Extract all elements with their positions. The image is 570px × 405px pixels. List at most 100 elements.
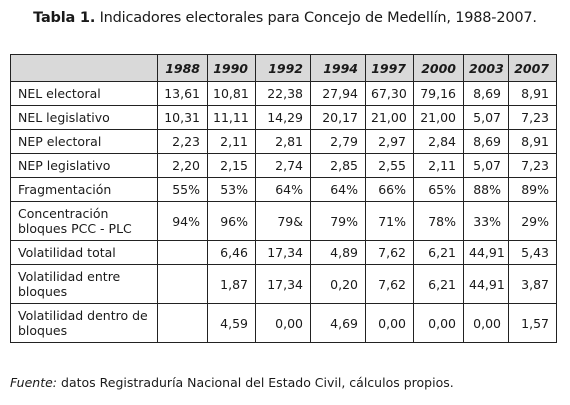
table-row: NEL electoral 13,61 10,81 22,38 27,94 67…	[10, 81, 557, 106]
row-label: NEP legislativo	[10, 153, 158, 178]
table-cell: 88%	[463, 177, 509, 202]
table-cell: 65%	[413, 177, 464, 202]
table-cell: 2,97	[365, 129, 414, 154]
footnote-text: datos Registraduría Nacional del Estado …	[61, 375, 454, 390]
electoral-indicators-table: 1988 1990 1992 1994 1997 2000 2003 2007 …	[10, 54, 557, 343]
table-cell: 6,46	[207, 240, 256, 265]
table-cell: 53%	[207, 177, 256, 202]
table-cell: 10,81	[207, 81, 256, 106]
row-label: NEL legislativo	[10, 105, 158, 130]
table-row: Concentración bloques PCC - PLC 94% 96% …	[10, 201, 557, 241]
table-cell: 2,23	[157, 129, 208, 154]
row-label: Volatilidad dentro de bloques	[10, 303, 158, 343]
year-header: 1997	[365, 54, 414, 82]
table-cell: 7,62	[365, 240, 414, 265]
table-cell: 20,17	[310, 105, 366, 130]
row-label: Concentración bloques PCC - PLC	[10, 201, 158, 241]
table-cell: 8,91	[508, 129, 557, 154]
table-cell: 79&	[255, 201, 311, 241]
table-cell: 21,00	[413, 105, 464, 130]
table-cell: 8,69	[463, 81, 509, 106]
table-cell: 66%	[365, 177, 414, 202]
table-cell: 29%	[508, 201, 557, 241]
table-cell: 6,21	[413, 264, 464, 304]
table-cell: 4,69	[310, 303, 366, 343]
table-cell: 55%	[157, 177, 208, 202]
table-cell: 0,00	[463, 303, 509, 343]
table-cell: 5,07	[463, 105, 509, 130]
table-cell	[157, 240, 208, 265]
table-cell: 5,43	[508, 240, 557, 265]
table-row: NEL legislativo 10,31 11,11 14,29 20,17 …	[10, 105, 557, 130]
caption-label: Tabla 1.	[33, 10, 96, 26]
year-header: 1992	[255, 54, 311, 82]
table-cell: 21,00	[365, 105, 414, 130]
table-cell: 27,94	[310, 81, 366, 106]
table-cell: 10,31	[157, 105, 208, 130]
table-cell: 7,62	[365, 264, 414, 304]
caption-text: Indicadores electorales para Concejo de …	[99, 10, 537, 26]
table-cell: 5,07	[463, 153, 509, 178]
table-row: NEP electoral 2,23 2,11 2,81 2,79 2,97 2…	[10, 129, 557, 154]
footnote-label: Fuente:	[10, 375, 58, 390]
table-cell: 2,20	[157, 153, 208, 178]
table-cell: 44,91	[463, 264, 509, 304]
table-cell: 22,38	[255, 81, 311, 106]
table-cell: 2,84	[413, 129, 464, 154]
table-cell: 0,00	[255, 303, 311, 343]
table-cell: 0,00	[365, 303, 414, 343]
table-cell: 94%	[157, 201, 208, 241]
table-row: Volatilidad total 6,46 17,34 4,89 7,62 6…	[10, 240, 557, 265]
row-label: NEP electoral	[10, 129, 158, 154]
table-row: Fragmentación 55% 53% 64% 64% 66% 65% 88…	[10, 177, 557, 202]
table-cell: 4,59	[207, 303, 256, 343]
row-label: Fragmentación	[10, 177, 158, 202]
table-cell: 78%	[413, 201, 464, 241]
table-row: NEP legislativo 2,20 2,15 2,74 2,85 2,55…	[10, 153, 557, 178]
header-row: 1988 1990 1992 1994 1997 2000 2003 2007	[10, 54, 557, 82]
table-cell: 0,00	[413, 303, 464, 343]
table-cell: 11,11	[207, 105, 256, 130]
table-cell: 0,20	[310, 264, 366, 304]
table-cell: 2,74	[255, 153, 311, 178]
source-footnote: Fuente: datos Registraduría Nacional del…	[10, 375, 454, 390]
table-cell: 89%	[508, 177, 557, 202]
year-header: 2000	[413, 54, 464, 82]
table-cell: 2,15	[207, 153, 256, 178]
table-cell: 2,85	[310, 153, 366, 178]
table-cell: 64%	[310, 177, 366, 202]
table-cell: 17,34	[255, 264, 311, 304]
table-cell	[157, 303, 208, 343]
table-cell: 71%	[365, 201, 414, 241]
table-cell: 96%	[207, 201, 256, 241]
table-cell: 17,34	[255, 240, 311, 265]
table-cell: 8,91	[508, 81, 557, 106]
table-cell	[157, 264, 208, 304]
table-caption: Tabla 1. Indicadores electorales para Co…	[0, 10, 570, 26]
year-header: 1994	[310, 54, 366, 82]
table-cell: 2,11	[207, 129, 256, 154]
table-cell: 14,29	[255, 105, 311, 130]
table-cell: 1,87	[207, 264, 256, 304]
header-corner-cell	[10, 54, 158, 82]
row-label: Volatilidad entre bloques	[10, 264, 158, 304]
year-header: 2007	[508, 54, 557, 82]
year-header: 2003	[463, 54, 509, 82]
table-cell: 7,23	[508, 105, 557, 130]
table-cell: 1,57	[508, 303, 557, 343]
table-cell: 2,55	[365, 153, 414, 178]
table-cell: 4,89	[310, 240, 366, 265]
table-cell: 2,81	[255, 129, 311, 154]
table-row: Volatilidad dentro de bloques 4,59 0,00 …	[10, 303, 557, 343]
table-cell: 2,79	[310, 129, 366, 154]
table-cell: 13,61	[157, 81, 208, 106]
year-header: 1990	[207, 54, 256, 82]
table-row: Volatilidad entre bloques 1,87 17,34 0,2…	[10, 264, 557, 304]
table-cell: 79,16	[413, 81, 464, 106]
table-cell: 67,30	[365, 81, 414, 106]
table-cell: 44,91	[463, 240, 509, 265]
table-cell: 6,21	[413, 240, 464, 265]
table-cell: 2,11	[413, 153, 464, 178]
table-cell: 8,69	[463, 129, 509, 154]
table-cell: 79%	[310, 201, 366, 241]
